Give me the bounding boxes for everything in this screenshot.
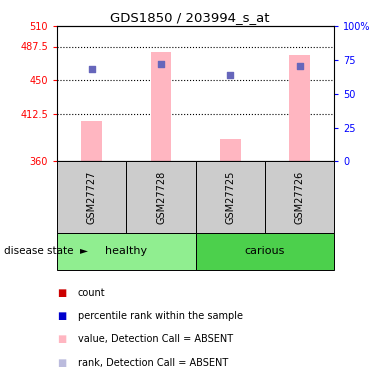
Point [227,72,233,78]
Text: carious: carious [245,246,285,256]
Text: disease state  ►: disease state ► [4,246,88,256]
Point [297,63,303,69]
Text: ■: ■ [57,311,66,321]
Bar [150,53,171,161]
Text: count: count [78,288,106,298]
Point [158,61,164,67]
Bar [57,161,126,232]
Text: GSM27728: GSM27728 [156,170,166,224]
Text: value, Detection Call = ABSENT: value, Detection Call = ABSENT [78,334,233,344]
Bar [57,232,196,270]
Text: ■: ■ [57,288,66,298]
Text: GSM27725: GSM27725 [225,170,235,224]
Bar [196,161,265,232]
Text: GSM27727: GSM27727 [87,170,97,224]
Bar [196,232,334,270]
Bar [220,139,241,161]
Text: GDS1850 / 203994_s_at: GDS1850 / 203994_s_at [110,11,270,24]
Text: ■: ■ [57,358,66,368]
Bar [81,121,102,161]
Bar [289,55,310,161]
Bar [126,161,196,232]
Point [89,66,95,72]
Text: rank, Detection Call = ABSENT: rank, Detection Call = ABSENT [78,358,228,368]
Text: ■: ■ [57,334,66,344]
Text: healthy: healthy [105,246,147,256]
Text: GSM27726: GSM27726 [295,170,305,224]
Bar [265,161,334,232]
Text: percentile rank within the sample: percentile rank within the sample [78,311,243,321]
